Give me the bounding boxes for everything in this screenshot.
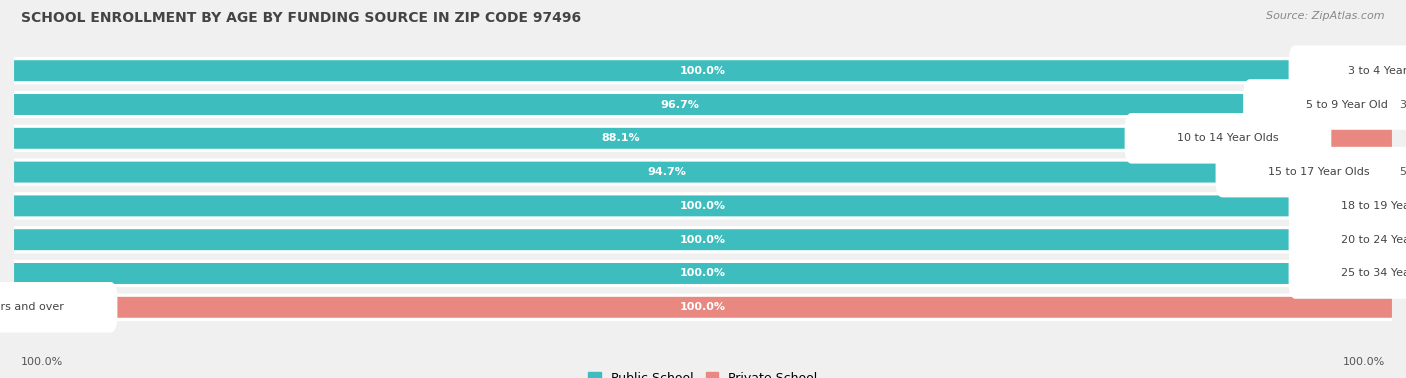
FancyBboxPatch shape — [14, 91, 1392, 118]
FancyBboxPatch shape — [14, 229, 1392, 250]
FancyBboxPatch shape — [14, 226, 1392, 253]
FancyBboxPatch shape — [14, 192, 1392, 220]
Text: Source: ZipAtlas.com: Source: ZipAtlas.com — [1267, 11, 1385, 21]
Text: 18 to 19 Year Olds: 18 to 19 Year Olds — [1341, 201, 1406, 211]
Text: 94.7%: 94.7% — [647, 167, 686, 177]
Legend: Public School, Private School: Public School, Private School — [583, 367, 823, 378]
FancyBboxPatch shape — [14, 195, 1392, 216]
Text: 3.3%: 3.3% — [1399, 99, 1406, 110]
Text: 20 to 24 Year Olds: 20 to 24 Year Olds — [1341, 235, 1406, 245]
FancyBboxPatch shape — [14, 162, 1319, 183]
FancyBboxPatch shape — [14, 125, 1392, 152]
FancyBboxPatch shape — [14, 60, 1392, 81]
Text: 100.0%: 100.0% — [681, 302, 725, 312]
Text: 100.0%: 100.0% — [681, 66, 725, 76]
FancyBboxPatch shape — [14, 158, 1392, 186]
FancyBboxPatch shape — [1227, 128, 1392, 149]
FancyBboxPatch shape — [1125, 113, 1331, 164]
Text: 11.9%: 11.9% — [1291, 133, 1329, 143]
Text: 3 to 4 Year Olds: 3 to 4 Year Olds — [1348, 66, 1406, 76]
Text: 88.1%: 88.1% — [602, 133, 640, 143]
FancyBboxPatch shape — [1289, 214, 1406, 265]
FancyBboxPatch shape — [1319, 162, 1392, 183]
FancyBboxPatch shape — [1289, 45, 1406, 96]
FancyBboxPatch shape — [0, 282, 118, 333]
Text: 5 to 9 Year Old: 5 to 9 Year Old — [1306, 99, 1388, 110]
Text: 10 to 14 Year Olds: 10 to 14 Year Olds — [1177, 133, 1279, 143]
Text: 5.3%: 5.3% — [1399, 167, 1406, 177]
Text: 100.0%: 100.0% — [21, 357, 63, 367]
FancyBboxPatch shape — [14, 128, 1227, 149]
Text: 25 to 34 Year Olds: 25 to 34 Year Olds — [1341, 268, 1406, 279]
FancyBboxPatch shape — [14, 260, 1392, 287]
FancyBboxPatch shape — [14, 57, 1392, 84]
FancyBboxPatch shape — [14, 263, 1392, 284]
FancyBboxPatch shape — [1289, 181, 1406, 231]
Text: 15 to 17 Year Olds: 15 to 17 Year Olds — [1268, 167, 1369, 177]
FancyBboxPatch shape — [1347, 94, 1392, 115]
FancyBboxPatch shape — [14, 297, 1392, 318]
Text: 96.7%: 96.7% — [661, 99, 700, 110]
Text: 35 Years and over: 35 Years and over — [0, 302, 65, 312]
FancyBboxPatch shape — [1289, 248, 1406, 299]
Text: 100.0%: 100.0% — [681, 201, 725, 211]
Text: 100.0%: 100.0% — [681, 268, 725, 279]
Text: 100.0%: 100.0% — [681, 235, 725, 245]
FancyBboxPatch shape — [14, 294, 1392, 321]
FancyBboxPatch shape — [14, 94, 1347, 115]
Text: 100.0%: 100.0% — [1343, 357, 1385, 367]
FancyBboxPatch shape — [1216, 147, 1406, 197]
FancyBboxPatch shape — [1243, 79, 1406, 130]
Text: SCHOOL ENROLLMENT BY AGE BY FUNDING SOURCE IN ZIP CODE 97496: SCHOOL ENROLLMENT BY AGE BY FUNDING SOUR… — [21, 11, 581, 25]
